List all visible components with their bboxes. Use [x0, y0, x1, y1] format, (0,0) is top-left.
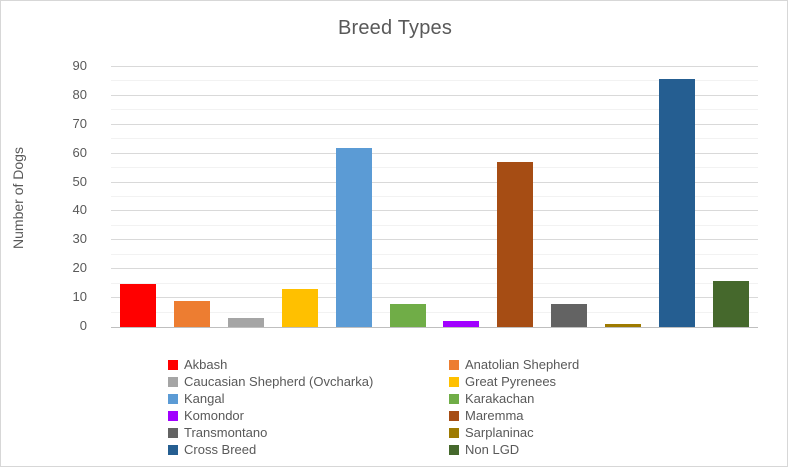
legend-label: Karakachan [465, 391, 535, 406]
bar-kangal[interactable] [335, 147, 372, 327]
legend-item-akbash[interactable]: Akbash [168, 357, 449, 372]
legend-item-karakachan[interactable]: Karakachan [449, 391, 579, 406]
major-gridline [111, 94, 758, 96]
bar-slot [111, 67, 165, 327]
minor-gridline [111, 167, 758, 169]
y-tick-label: 20 [72, 260, 87, 276]
y-tick-label: 70 [72, 115, 87, 131]
legend-item-maremma[interactable]: Maremma [449, 408, 579, 423]
bar-maremma[interactable] [497, 162, 534, 327]
minor-gridline [111, 196, 758, 197]
bar-slot [542, 67, 596, 327]
major-gridline [111, 239, 758, 241]
bar-sarplaninac[interactable] [605, 324, 642, 327]
legend-item-anatolian-shepherd[interactable]: Anatolian Shepherd [449, 357, 579, 372]
bar-akbash[interactable] [119, 283, 156, 327]
legend-label: Sarplaninac [465, 425, 534, 440]
minor-gridline [111, 253, 758, 255]
legend-swatch-icon [168, 376, 178, 387]
bar-slot [435, 67, 489, 327]
legend-swatch-icon [168, 359, 178, 370]
legend-item-great-pyrenees[interactable]: Great Pyrenees [449, 374, 579, 389]
bar-slot [219, 67, 273, 327]
bar-caucasian-shepherd-ovcharka[interactable] [227, 318, 264, 327]
bar-slot [165, 67, 219, 327]
legend-item-komondor[interactable]: Komondor [168, 408, 449, 423]
minor-gridline [111, 311, 758, 313]
legend-swatch-icon [449, 393, 459, 404]
bar-karakachan[interactable] [389, 303, 426, 327]
bar-slot [596, 67, 650, 327]
bar-slot [488, 67, 542, 327]
legend-item-non-lgd[interactable]: Non LGD [449, 442, 579, 457]
y-tick-label: 0 [79, 318, 87, 333]
legend-label: Komondor [184, 408, 244, 423]
minor-gridline [111, 282, 758, 284]
major-gridline [111, 152, 758, 154]
major-gridline [111, 210, 758, 212]
legend-swatch-icon [449, 444, 459, 455]
legend-item-transmontano[interactable]: Transmontano [168, 425, 449, 440]
legend-swatch-icon [168, 444, 178, 455]
bar-anatolian-shepherd[interactable] [173, 301, 210, 327]
legend-swatch-icon [449, 359, 459, 370]
legend-label: Great Pyrenees [465, 374, 557, 389]
bar-series [111, 67, 758, 327]
y-tick-label: 30 [72, 231, 87, 247]
legend-swatch-icon [449, 376, 459, 387]
major-gridline [111, 181, 758, 183]
legend-label: Anatolian Shepherd [465, 357, 580, 372]
legend-item-kangal[interactable]: Kangal [168, 391, 449, 406]
legend-label: Maremma [465, 408, 524, 423]
legend-label: Kangal [184, 391, 225, 406]
minor-gridline [111, 138, 758, 140]
legend-swatch-icon [168, 410, 178, 421]
legend: Akbash Anatolian Shepherd Caucasian Shephe… [168, 356, 579, 458]
bar-slot [650, 67, 704, 327]
y-tick-label: 50 [72, 173, 87, 189]
bar-komondor[interactable] [443, 321, 480, 327]
legend-label: Akbash [184, 357, 228, 372]
bar-great-pyrenees[interactable] [281, 289, 318, 327]
y-tick-label: 10 [72, 289, 87, 305]
legend-label: Caucasian Shepherd (Ovcharka) [184, 374, 374, 389]
legend-item-caucasian-shepherd-ovcharka[interactable]: Caucasian Shepherd (Ovcharka) [168, 374, 449, 389]
minor-gridline [111, 80, 758, 82]
legend-swatch-icon [449, 410, 459, 421]
y-tick-label: 90 [72, 58, 87, 73]
legend-item-cross-breed[interactable]: Cross Breed [168, 442, 449, 457]
major-gridline [111, 66, 758, 67]
legend-swatch-icon [168, 393, 178, 404]
y-tick-label: 40 [72, 202, 87, 218]
y-tick-label: 80 [72, 86, 87, 102]
minor-gridline [111, 109, 758, 111]
legend-label: Transmontano [184, 425, 268, 440]
plot-area [111, 66, 758, 328]
major-gridline [111, 268, 758, 270]
legend-swatch-icon [168, 427, 178, 438]
bar-slot [381, 67, 435, 327]
chart-title: Breed Types [337, 17, 453, 39]
bar-slot [273, 67, 327, 327]
major-gridline [111, 297, 758, 299]
major-gridline [111, 123, 758, 125]
legend-label: Cross Breed [184, 442, 257, 457]
bar-transmontano[interactable] [551, 303, 588, 327]
bar-slot [327, 67, 381, 327]
y-tick-label: 60 [72, 144, 87, 160]
legend-label: Non LGD [465, 442, 520, 457]
bar-non-lgd[interactable] [713, 280, 750, 327]
legend-swatch-icon [449, 427, 459, 438]
minor-gridline [111, 224, 758, 226]
bar-cross-breed[interactable] [659, 78, 696, 327]
bar-slot [704, 67, 758, 327]
y-axis-tick-labels: 0 10 20 30 40 50 60 70 80 90 [1, 58, 87, 333]
legend-item-sarplaninac[interactable]: Sarplaninac [449, 425, 579, 440]
